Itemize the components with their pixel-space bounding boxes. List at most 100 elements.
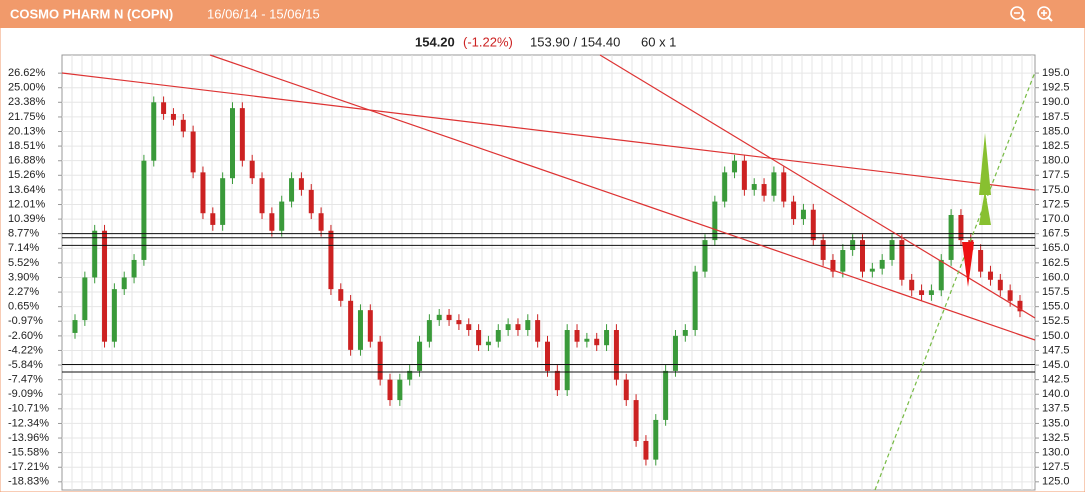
y-tick-label: 127.5 bbox=[1042, 461, 1070, 473]
candle-body bbox=[407, 370, 413, 380]
candle-body bbox=[170, 113, 176, 120]
candle-body bbox=[564, 330, 570, 391]
candle-body bbox=[328, 230, 334, 290]
candle-body bbox=[426, 320, 432, 342]
candle-body bbox=[987, 271, 993, 280]
candle-body bbox=[869, 268, 875, 272]
candle-body bbox=[180, 119, 186, 132]
quote-last: 154.20 bbox=[415, 34, 455, 49]
candle-body bbox=[200, 172, 206, 214]
trend-line bbox=[874, 71, 1036, 491]
candle-body bbox=[269, 213, 275, 231]
candle-body bbox=[348, 300, 354, 350]
y-tick-label: 155.0 bbox=[1042, 301, 1070, 313]
y-tick-label: 187.5 bbox=[1042, 111, 1070, 123]
candle-body bbox=[72, 320, 78, 333]
candle-body bbox=[781, 172, 787, 202]
candle-body bbox=[584, 338, 590, 342]
candle-body bbox=[613, 330, 619, 380]
candle-body bbox=[692, 271, 698, 331]
y-tick-label: 170.0 bbox=[1042, 213, 1070, 225]
candle-body bbox=[446, 314, 452, 321]
y2-tick-label: 20.13% bbox=[8, 125, 46, 137]
y2-tick-label: 26.62% bbox=[8, 67, 46, 79]
drawings bbox=[61, 54, 1036, 491]
candle-body bbox=[220, 178, 226, 225]
y2-tick-label: -17.21% bbox=[8, 461, 49, 473]
candle-body bbox=[840, 250, 846, 272]
candle-body bbox=[663, 370, 669, 420]
candle-body bbox=[131, 259, 137, 278]
candle-body bbox=[978, 250, 984, 272]
candle-body bbox=[377, 341, 383, 380]
candle-body bbox=[338, 289, 344, 301]
candle-body bbox=[230, 108, 235, 179]
candle-body bbox=[633, 400, 639, 441]
candle-body bbox=[397, 379, 403, 401]
candle-body bbox=[1017, 300, 1023, 312]
y2-tick-label: -18.83% bbox=[8, 476, 49, 488]
candle-body bbox=[505, 324, 511, 331]
y-tick-label: 195.0 bbox=[1042, 67, 1070, 79]
y-tick-label: 142.5 bbox=[1042, 374, 1070, 386]
candle-body bbox=[761, 184, 767, 196]
y2-tick-label: 18.51% bbox=[8, 140, 46, 152]
header-bar bbox=[0, 0, 1085, 28]
quote-change: (-1.22%) bbox=[463, 34, 513, 49]
y2-tick-label: 8.77% bbox=[8, 228, 39, 240]
candle-body bbox=[367, 310, 373, 342]
candle-body bbox=[298, 178, 304, 190]
candle-body bbox=[82, 277, 88, 321]
y2-tick-label: 12.01% bbox=[8, 198, 46, 210]
y2-tick-label: 23.38% bbox=[8, 96, 46, 108]
candle-body bbox=[732, 160, 738, 173]
candle-body bbox=[712, 201, 718, 241]
candle-body bbox=[545, 341, 550, 371]
candle-body bbox=[909, 279, 915, 291]
candle-body bbox=[899, 240, 905, 280]
candle-body bbox=[151, 102, 157, 161]
candle-body bbox=[121, 277, 127, 290]
y2-tick-label: -0.97% bbox=[8, 315, 43, 327]
candle-body bbox=[810, 209, 816, 241]
zoom-out[interactable] bbox=[1010, 6, 1026, 22]
candle-body bbox=[436, 314, 442, 321]
candle-body bbox=[860, 240, 865, 272]
y-tick-label: 140.0 bbox=[1042, 388, 1070, 400]
y-tick-label: 145.0 bbox=[1042, 359, 1070, 371]
candle-body bbox=[259, 178, 265, 214]
y-tick-label: 172.5 bbox=[1042, 198, 1070, 210]
candle-body bbox=[495, 330, 501, 342]
y-tick-label: 162.5 bbox=[1042, 257, 1070, 269]
candle-body bbox=[249, 160, 255, 179]
y2-tick-label: -15.58% bbox=[8, 447, 49, 459]
candle-body bbox=[791, 201, 797, 220]
candle-body bbox=[102, 230, 108, 342]
y2-tick-label: -4.22% bbox=[8, 344, 43, 356]
candle-body bbox=[161, 102, 167, 114]
y-tick-label: 135.0 bbox=[1042, 417, 1070, 429]
y2-tick-label: -9.09% bbox=[8, 388, 43, 400]
candle-body bbox=[623, 379, 629, 401]
candle-body bbox=[357, 310, 363, 350]
candle-body bbox=[594, 338, 600, 346]
candle-body bbox=[92, 230, 98, 278]
candle-body bbox=[210, 213, 216, 225]
header-period: 16/06/14 - 15/06/15 bbox=[207, 6, 320, 21]
candle-body bbox=[554, 370, 560, 391]
candle-body bbox=[476, 330, 482, 346]
y-tick-label: 177.5 bbox=[1042, 169, 1070, 181]
y-tick-label: 175.0 bbox=[1042, 184, 1070, 196]
header-title: COSMO PHARM N (COPN) bbox=[10, 6, 173, 21]
quote-interval: 60 x 1 bbox=[641, 34, 676, 49]
candle-body bbox=[239, 108, 245, 161]
candle-body bbox=[771, 172, 777, 196]
candle-body bbox=[751, 184, 757, 190]
zoom-in[interactable] bbox=[1037, 6, 1053, 22]
y-tick-label: 147.5 bbox=[1042, 344, 1070, 356]
candle-body bbox=[889, 240, 895, 260]
candle-body bbox=[741, 160, 747, 190]
plot-frame bbox=[61, 54, 1036, 491]
